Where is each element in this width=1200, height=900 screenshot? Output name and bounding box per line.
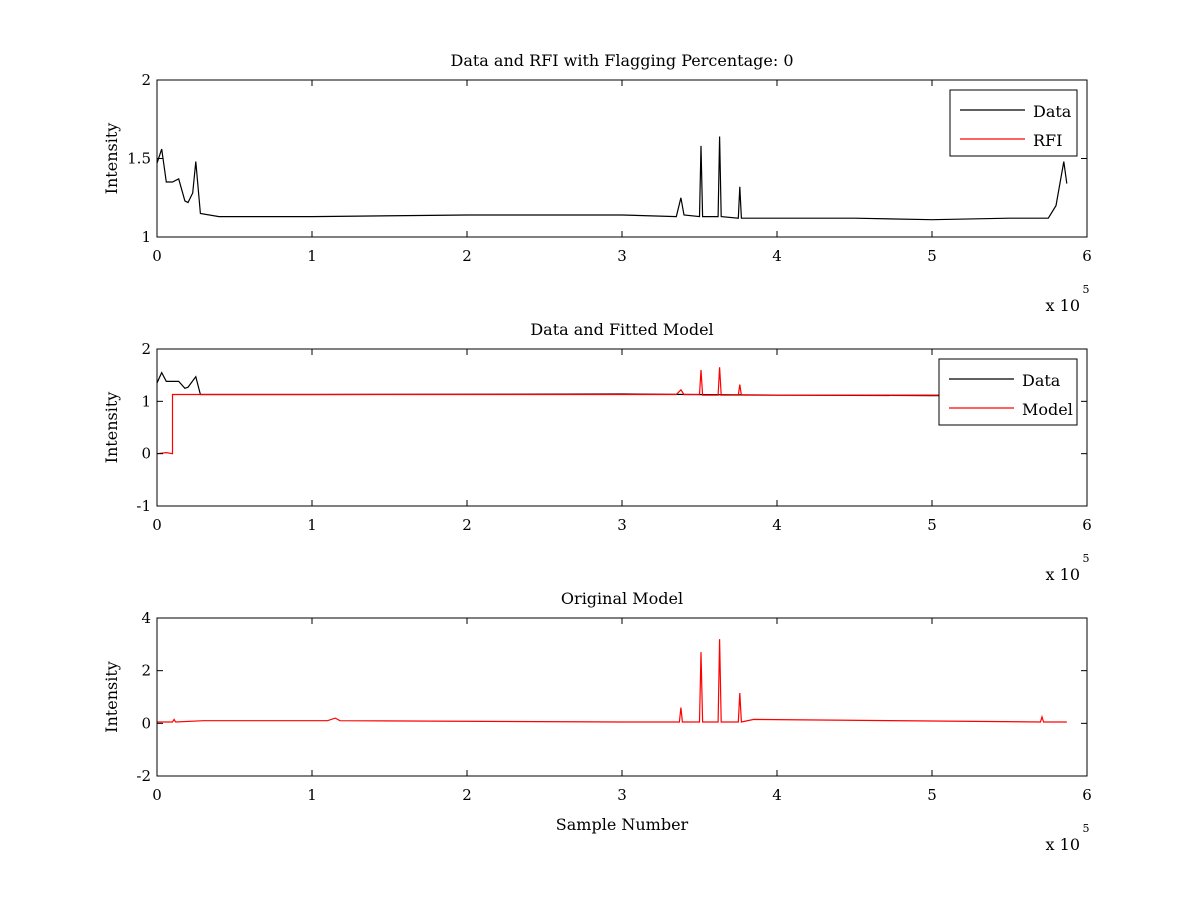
x-tick-label: 3: [617, 516, 627, 534]
y-tick-label: 4: [141, 609, 151, 627]
chart-title: Data and RFI with Flagging Percentage: 0: [450, 51, 793, 70]
x-exponent-power: 5: [1083, 822, 1090, 835]
legend: Data Model: [938, 358, 1078, 426]
y-axis-label: Intensity: [102, 123, 121, 195]
x-tick-label: 5: [927, 516, 937, 534]
y-tick-label: 2: [141, 340, 151, 358]
x-tick-label: 3: [617, 247, 627, 265]
y-axis-label: Intensity: [102, 661, 121, 733]
x-exponent-label: x 10: [1046, 296, 1080, 315]
legend-box: [938, 358, 1078, 426]
legend-entry-model: Model: [1022, 400, 1073, 419]
series-line-model: [157, 367, 1025, 455]
x-tick-label: 2: [462, 516, 472, 534]
y-axis-label: Intensity: [102, 392, 121, 464]
y-tick-label: 2: [141, 71, 151, 89]
y-tick-label: 0: [141, 714, 151, 732]
x-tick-label: 3: [617, 786, 627, 804]
x-tick-label: 0: [152, 247, 162, 265]
axes-frame: [156, 617, 1088, 777]
x-tick-label: 4: [772, 786, 782, 804]
x-exponent-power: 5: [1083, 552, 1090, 565]
axes-frame: [156, 79, 1088, 238]
y-tick-label: 1: [141, 228, 151, 246]
x-exponent-label: x 10: [1046, 835, 1080, 854]
x-exponent-power: 5: [1083, 283, 1090, 296]
x-tick-label: 4: [772, 516, 782, 534]
x-tick-label: 6: [1082, 247, 1092, 265]
chart-title: Data and Fitted Model: [530, 320, 713, 339]
x-axis-label: Sample Number: [556, 815, 689, 834]
series-line-data: [157, 371, 1026, 397]
y-tick-label: -2: [136, 767, 151, 785]
y-tick-label: 1: [141, 392, 151, 410]
x-exponent-label: x 10: [1046, 565, 1080, 584]
x-tick-label: 5: [927, 786, 937, 804]
legend-entry-data: Data: [1033, 102, 1072, 121]
series-line-model: [157, 639, 1067, 723]
legend-box: [949, 89, 1078, 157]
x-tick-label: 2: [462, 786, 472, 804]
y-tick-label: 2: [141, 662, 151, 680]
series-line-data: [157, 136, 1068, 221]
x-tick-label: 1: [307, 516, 317, 534]
y-tick-label: 1.5: [127, 150, 151, 168]
legend: Data RFI: [949, 89, 1078, 157]
chart-title: Original Model: [561, 589, 683, 608]
y-tick-label: -1: [136, 497, 151, 515]
legend-entry-rfi: RFI: [1033, 131, 1062, 150]
y-tick-label: 0: [141, 445, 151, 463]
x-tick-label: 6: [1082, 516, 1092, 534]
x-tick-label: 0: [152, 786, 162, 804]
x-tick-label: 5: [927, 247, 937, 265]
x-tick-label: 2: [462, 247, 472, 265]
x-tick-label: 0: [152, 516, 162, 534]
x-tick-label: 1: [307, 786, 317, 804]
x-tick-label: 1: [307, 247, 317, 265]
legend-entry-data: Data: [1022, 371, 1061, 390]
x-tick-label: 6: [1082, 786, 1092, 804]
x-tick-label: 4: [772, 247, 782, 265]
